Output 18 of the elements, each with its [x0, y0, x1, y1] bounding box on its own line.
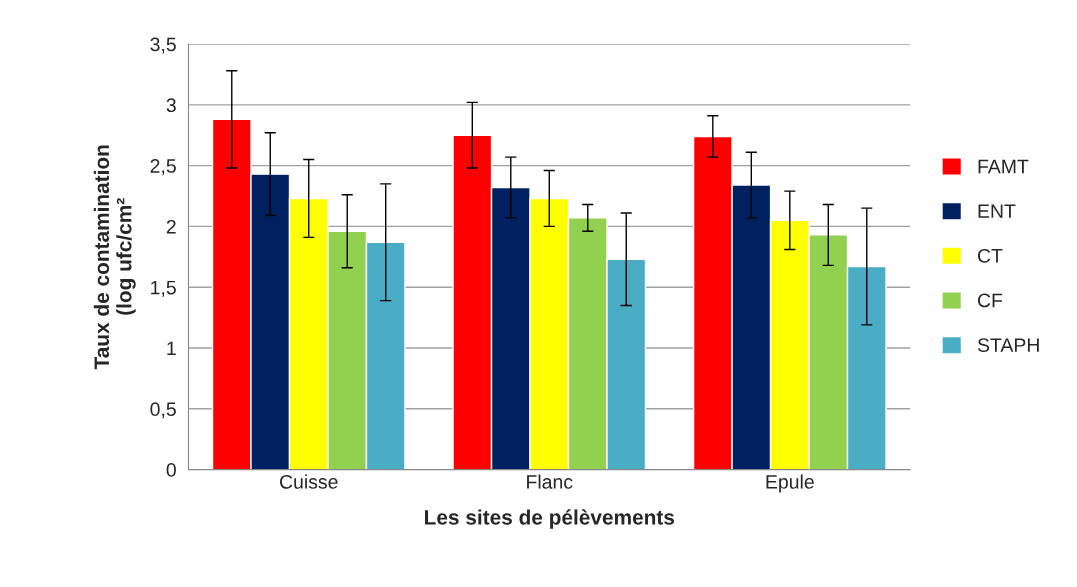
x-tick-label: Flanc [527, 474, 573, 489]
y-tick-label: 2 [166, 219, 176, 234]
legend-label: CF [977, 293, 1003, 308]
legend-label: ENT [978, 204, 1016, 218]
y-tick-label: 0 [166, 463, 176, 477]
x-axis-title: Les sites de pélèvements [425, 509, 675, 529]
y-tick-label: 3 [166, 98, 176, 113]
x-tick-label: Cuisse [280, 474, 338, 489]
legend-label: CT [977, 248, 1003, 263]
y-axis-title: Taux de contamination (log ufc/cm² [93, 145, 136, 370]
x-tick-label: Epule [766, 474, 814, 493]
legend-label: FAMT [978, 159, 1029, 174]
y-tick-label: 3,5 [150, 37, 176, 54]
legend-label: STAPH [977, 338, 1039, 353]
y-tick-label: 0,5 [150, 402, 176, 419]
y-tick-label: 1,5 [151, 280, 176, 297]
y-tick-label: 1 [167, 341, 176, 356]
y-tick-label: 2,5 [150, 159, 176, 176]
